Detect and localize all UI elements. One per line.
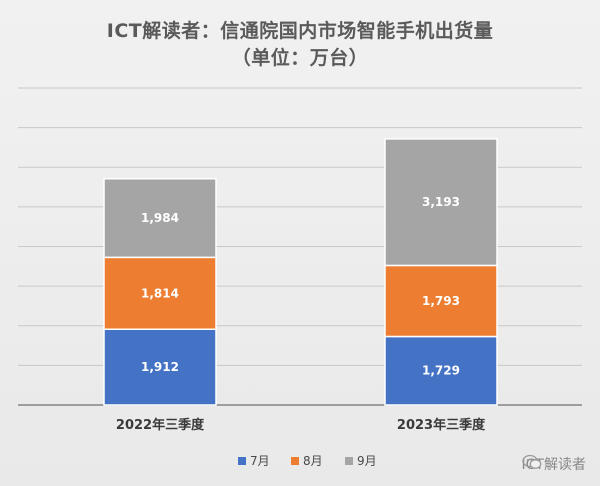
data-label: 1,912	[141, 360, 179, 374]
wechat-icon	[521, 454, 541, 469]
data-label: 1,814	[141, 286, 179, 300]
bar-segment	[384, 138, 498, 267]
bar-segment	[384, 335, 498, 406]
data-label: 3,193	[422, 195, 460, 209]
chart-subtitle: （单位：万台）	[231, 47, 369, 69]
watermark: ICT解读者	[522, 454, 586, 474]
legend-entry: 9月	[357, 454, 377, 468]
data-label: 1,729	[422, 364, 460, 378]
legend-swatch	[345, 457, 353, 465]
legend-swatch	[291, 457, 299, 465]
data-label: 1,793	[422, 294, 460, 308]
legend-swatch	[238, 457, 246, 465]
x-tick-label: 2022年三季度	[116, 417, 205, 433]
data-label: 1,984	[141, 211, 179, 225]
legend-entry: 8月	[303, 454, 323, 468]
bar-segment	[103, 328, 217, 406]
bar-segment	[103, 177, 217, 259]
chart-title: ICT解读者：信通院国内市场智能手机出货量	[106, 20, 494, 42]
x-tick-label: 2023年三季度	[397, 417, 486, 433]
bar-segment	[103, 256, 217, 330]
legend-entry: 7月	[250, 454, 270, 468]
